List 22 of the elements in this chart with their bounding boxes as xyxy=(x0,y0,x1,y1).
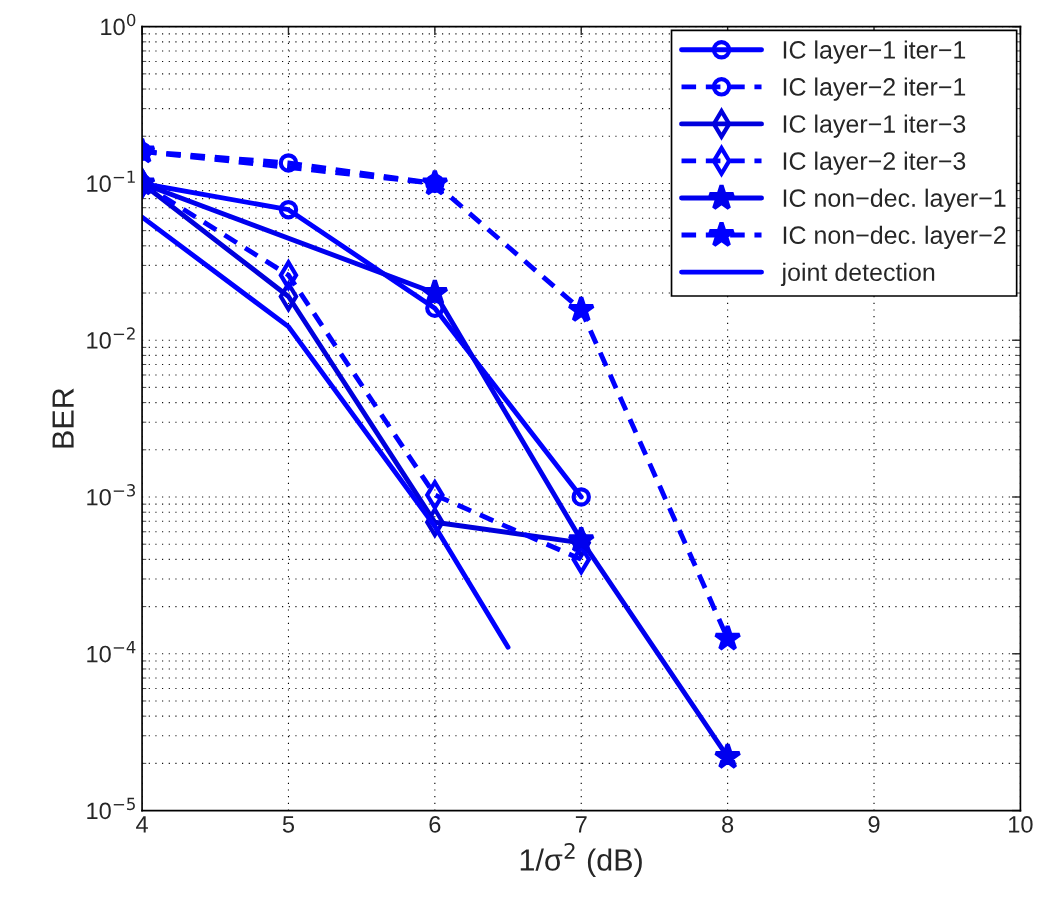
legend-label: joint detection xyxy=(780,262,935,287)
y-tick-label: 10$^{−3}$ xyxy=(87,484,136,506)
x-tick-label: 6 xyxy=(429,816,441,833)
y-axis-title: BER xyxy=(52,388,74,448)
x-tick-label: 4 xyxy=(136,816,148,833)
x-tick-label: 8 xyxy=(722,816,734,833)
x-tick-label: 10 xyxy=(1009,816,1033,833)
legend-label: IC layer−1 iter−3 xyxy=(783,114,966,138)
legend-label: IC non−dec. layer−2 xyxy=(783,225,1006,249)
y-tick-label: 10$^{−4}$ xyxy=(87,641,136,663)
x-tick-label: 7 xyxy=(575,816,587,833)
legend-label: IC non−dec. layer−1 xyxy=(783,188,1006,212)
y-tick-label: 10$^{−2}$ xyxy=(87,327,135,349)
y-tick-label: 10$^{−1}$ xyxy=(87,170,135,193)
x-axis-title: 1/σ$^{2}$ (dB) xyxy=(520,842,642,877)
legend-label: IC layer−2 iter−3 xyxy=(783,151,966,175)
x-tick-label: 5 xyxy=(282,816,295,833)
y-tick-label: 10$^{0}$ xyxy=(101,13,136,36)
legend-label: IC layer−1 iter−1 xyxy=(783,40,966,64)
legend-label: IC layer−2 iter−1 xyxy=(783,77,966,101)
x-tick-label: 9 xyxy=(868,816,880,833)
y-tick-label: 10$^{−5}$ xyxy=(87,797,135,820)
